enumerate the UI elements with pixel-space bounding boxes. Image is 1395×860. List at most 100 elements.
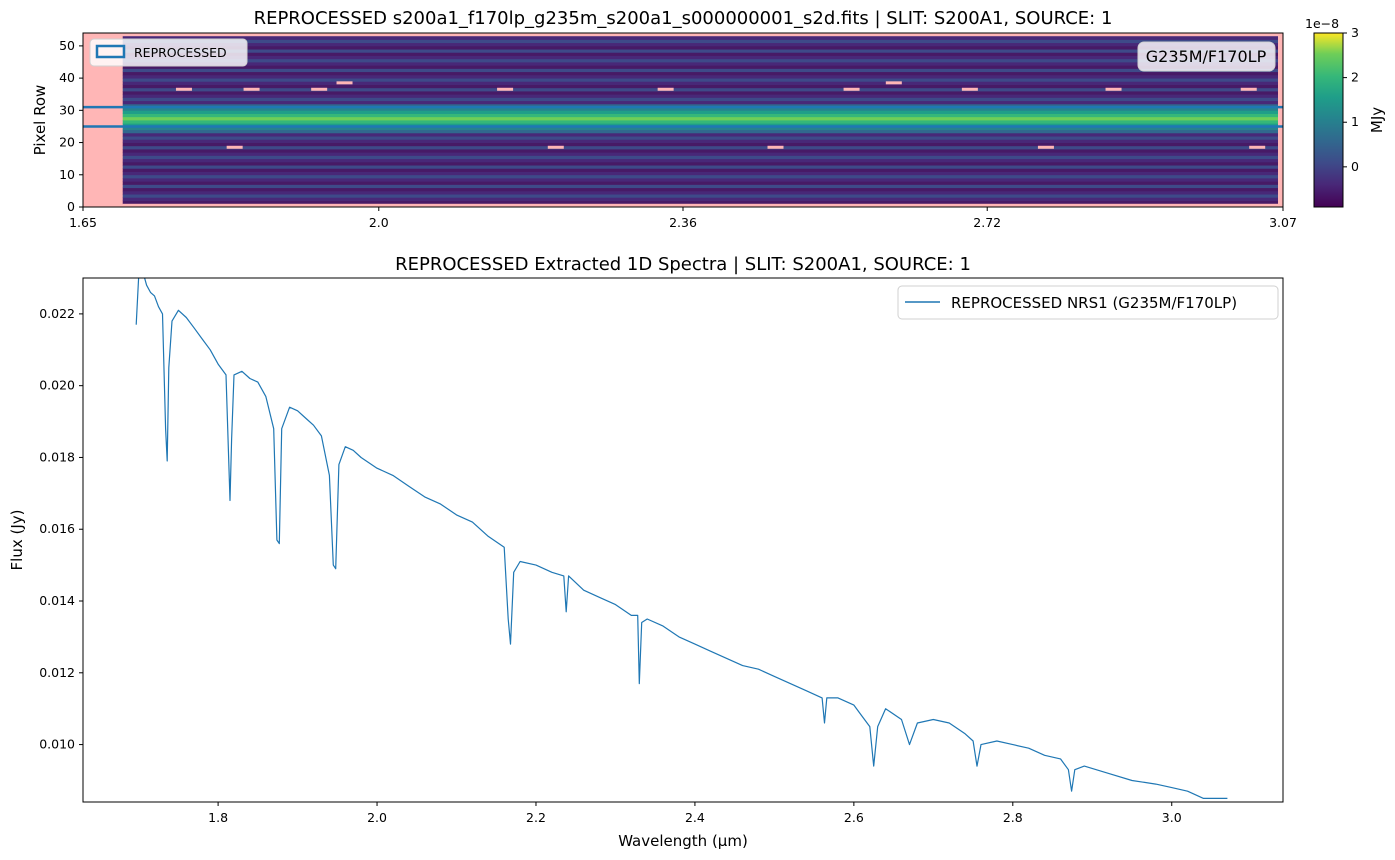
masked-pixel [336,81,353,85]
heatmap-row [122,129,1279,134]
heatmap-y-tick-label: 20 [59,135,75,150]
heatmap-row [122,78,1279,82]
heatmap-row [122,65,1279,69]
spectrum-x-tick-label: 1.8 [208,810,228,825]
spectrum-x-tick-label: 2.0 [367,810,387,825]
heatmap-row [122,171,1279,176]
heatmap-legend: REPROCESSED [89,38,248,67]
masked-pixel [843,87,860,91]
spectrum-x-axis: 1.8 2.0 2.2 2.4 2.6 2.8 3.0 [208,802,1182,825]
heatmap-row [122,165,1279,169]
heatmap-row [122,94,1279,98]
masked-pixel [226,145,243,149]
heatmap-title: REPROCESSED s200a1_f170lp_g235m_s200a1_s… [254,8,1113,29]
heatmap-row [122,45,1279,50]
heatmap-row [122,178,1279,182]
heatmap-row [122,110,1279,114]
masked-pixel [657,87,674,91]
heatmap-y-tick-label: 30 [59,102,75,117]
heatmap-row [122,74,1279,79]
heatmap-row [122,194,1279,198]
spectrum-x-label: Wavelength (µm) [618,832,748,850]
masked-pixel [961,87,978,91]
heatmap-x-tick-label: 3.07 [1269,215,1297,230]
colorbar-label: MJy [1368,107,1386,133]
spectrum-x-tick-label: 2.2 [526,810,546,825]
heatmap-row [122,181,1279,185]
spectrum-line-nrs1 [135,278,1228,800]
heatmap-row [122,120,1279,124]
heatmap-row [122,100,1279,105]
masked-pixel [1105,87,1122,91]
heatmap-row [122,145,1279,150]
colorbar-offset-text: 1e−8 [1305,16,1339,31]
spectrum-y-axis: 0.010 0.012 0.014 0.016 0.018 0.020 0.022 [39,306,83,752]
colorbar-ticks: 0 1 2 3 [1343,25,1359,174]
colorbar-gradient [1313,32,1344,208]
heatmap-row [122,81,1279,85]
heatmap-row [122,126,1279,131]
spectrum-x-tick-label: 2.8 [1003,810,1023,825]
heatmap-y-tick-label: 50 [59,38,75,53]
colorbar-tick-label: 1 [1351,114,1359,129]
heatmap-row [122,52,1279,56]
heatmap-row [122,39,1279,44]
heatmap-row [122,42,1279,47]
heatmap-x-tick-label: 2.0 [369,215,389,230]
spectrum-y-tick-label: 0.010 [39,737,75,752]
grating-annotation-text: G235M/F170LP [1146,47,1267,66]
spectrum-x-tick-label: 2.6 [844,810,864,825]
grating-annotation: G235M/F170LP [1137,41,1276,72]
heatmap-row [122,158,1279,163]
masked-pixel [885,81,902,85]
spectrum-legend-label: REPROCESSED NRS1 (G235M/F170LP) [951,294,1237,312]
masked-pixel [1240,87,1257,91]
heatmap-row [122,55,1279,60]
masked-pixel [1249,145,1266,149]
colorbar-tick-label: 0 [1351,159,1359,174]
heatmap-row [122,155,1279,160]
masked-pixel [497,87,514,91]
heatmap-row [122,190,1279,195]
spectrum-x-tick-label: 2.4 [685,810,705,825]
heatmap-row [122,62,1279,66]
spectrum-y-label: Flux (Jy) [8,510,26,571]
heatmap-row [122,139,1279,143]
spectrum-frame [82,277,1284,803]
heatmap-row [122,136,1279,140]
masked-pixel [767,145,784,149]
masked-pixel [243,87,260,91]
heatmap-row [122,200,1279,205]
heatmap-row [122,168,1279,172]
heatmap-y-tick-label: 10 [59,167,75,182]
heatmap-row [122,103,1279,108]
heatmap-row [122,36,1279,40]
heatmap-row [122,71,1279,76]
spectrum-title: REPROCESSED Extracted 1D Spectra | SLIT:… [395,254,971,275]
heatmap-row [122,187,1279,192]
spectrum-legend: REPROCESSED NRS1 (G235M/F170LP) [897,285,1279,320]
heatmap-row [122,107,1279,111]
spectrum-y-tick-label: 0.020 [39,378,75,393]
heatmap-row [122,149,1279,153]
heatmap-row [122,174,1279,179]
legend-swatch-reprocessed [95,44,126,59]
colorbar-tick-label: 3 [1351,25,1359,40]
masked-edge-top [122,33,1279,36]
masked-edge-bottom [122,203,1279,207]
colorbar-tick-label: 2 [1351,70,1359,85]
heatmap-x-tick-label: 2.72 [973,215,1001,230]
heatmap-y-label: Pixel Row [31,85,49,156]
spectrum-x-tick-label: 3.0 [1162,810,1182,825]
extraction-region [83,105,1283,128]
spectrum-y-tick-label: 0.014 [39,593,75,608]
heatmap-x-axis: 1.65 2.0 2.36 2.72 3.07 [69,207,1297,230]
heatmap-x-tick-label: 2.36 [669,215,697,230]
heatmap-legend-label: REPROCESSED [134,45,227,60]
heatmap-row [122,49,1279,53]
heatmap-row [122,68,1279,73]
masked-pixel [311,87,328,91]
masked-pixel [1037,145,1054,149]
heatmap-image [83,33,1283,207]
heatmap-row [122,97,1279,102]
